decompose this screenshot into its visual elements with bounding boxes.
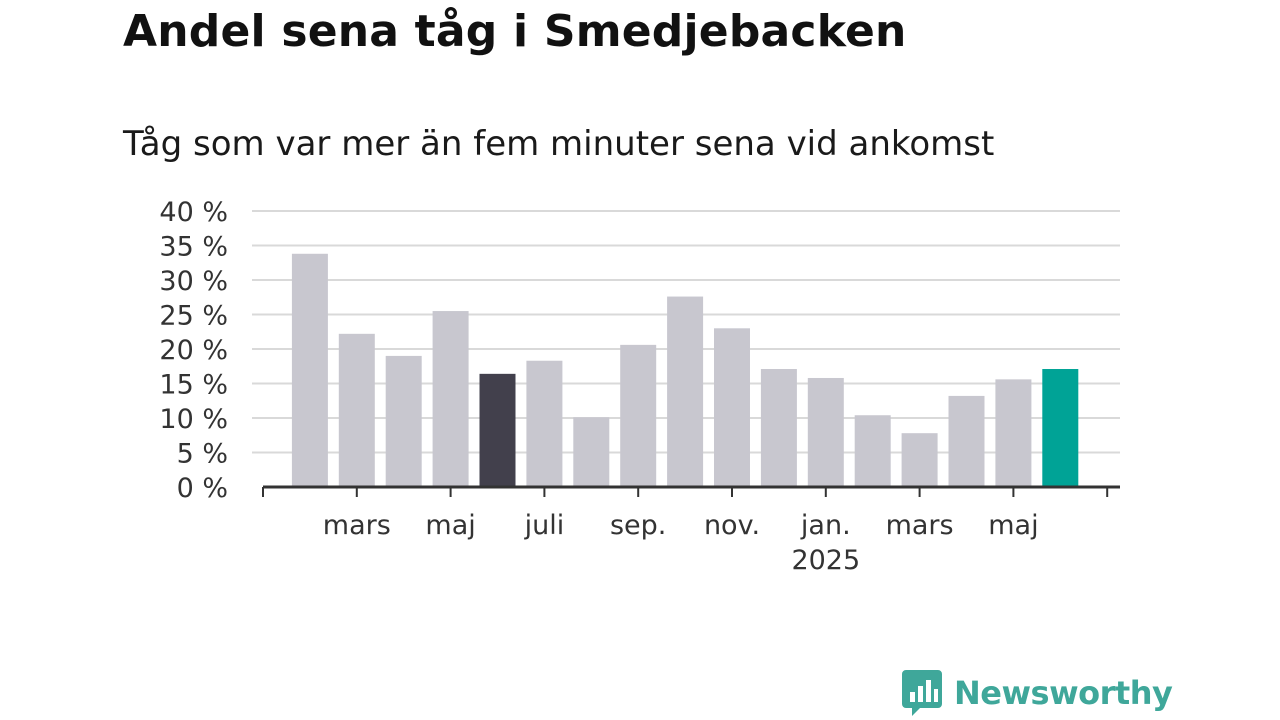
bar-2024-07 [526,360,563,487]
bar-chart-speech-bubble-icon [902,670,942,716]
y-tick-label: 15 % [159,370,228,401]
bar-2025-02 [854,415,891,487]
x-tick-label: mars [323,510,391,541]
bar-2025-03 [901,433,938,487]
newsworthy-logo: Newsworthy [902,670,1173,716]
bar-2025-04 [948,395,985,487]
y-tick-label: 20 % [159,335,228,366]
x-tick-label: sep. [610,510,666,541]
x-tick-label: jan. [800,510,851,541]
bar-2024-09 [620,344,657,487]
bar-2024-03 [338,333,375,487]
bar-2024-02 [291,253,328,487]
bar-2024-05 [432,311,469,487]
bar-2024-12 [760,369,797,487]
x-axis: mars maj juli sep. nov. jan. 2025 mars maj [262,485,1120,576]
bar-2025-01 [807,377,844,487]
bars [291,253,1079,487]
y-tick-label: 10 % [159,404,228,435]
brand-name: Newsworthy [954,674,1173,712]
x-tick-label: maj [425,510,475,541]
y-tick-label: 30 % [159,266,228,297]
x-tick-label: maj [988,510,1038,541]
chart-title: Andel sena tåg i Smedjebacken [123,6,907,57]
y-axis-ticks: 0 %5 % 10 %15 % 20 %25 % 30 %35 % 40 % [159,197,228,504]
x-tick-label: nov. [704,510,760,541]
bar-2025-05 [995,379,1032,487]
x-tick-label: mars [886,510,954,541]
y-tick-label: 25 % [159,301,228,332]
y-tick-label: 5 % [177,439,228,470]
y-tick-label: 40 % [159,197,228,228]
bar-2024-10 [667,296,704,487]
bar-2024-08 [573,417,610,487]
x-tick-year-label: 2025 [791,545,860,576]
y-tick-label: 35 % [159,232,228,263]
bar-2024-06 [479,373,516,487]
bar-2025-06 [1042,369,1079,487]
bar-2024-04 [385,355,422,487]
x-tick-label: juli [524,510,565,541]
bar-chart: 0 %5 %10 %15 %20 %25 %30 %35 %40 % mars m… [159,197,1120,576]
bar-2024-11 [714,328,750,487]
y-tick-label: 0 % [177,473,228,504]
chart-subtitle: Tåg som var mer än fem minuter sena vid … [123,124,995,164]
